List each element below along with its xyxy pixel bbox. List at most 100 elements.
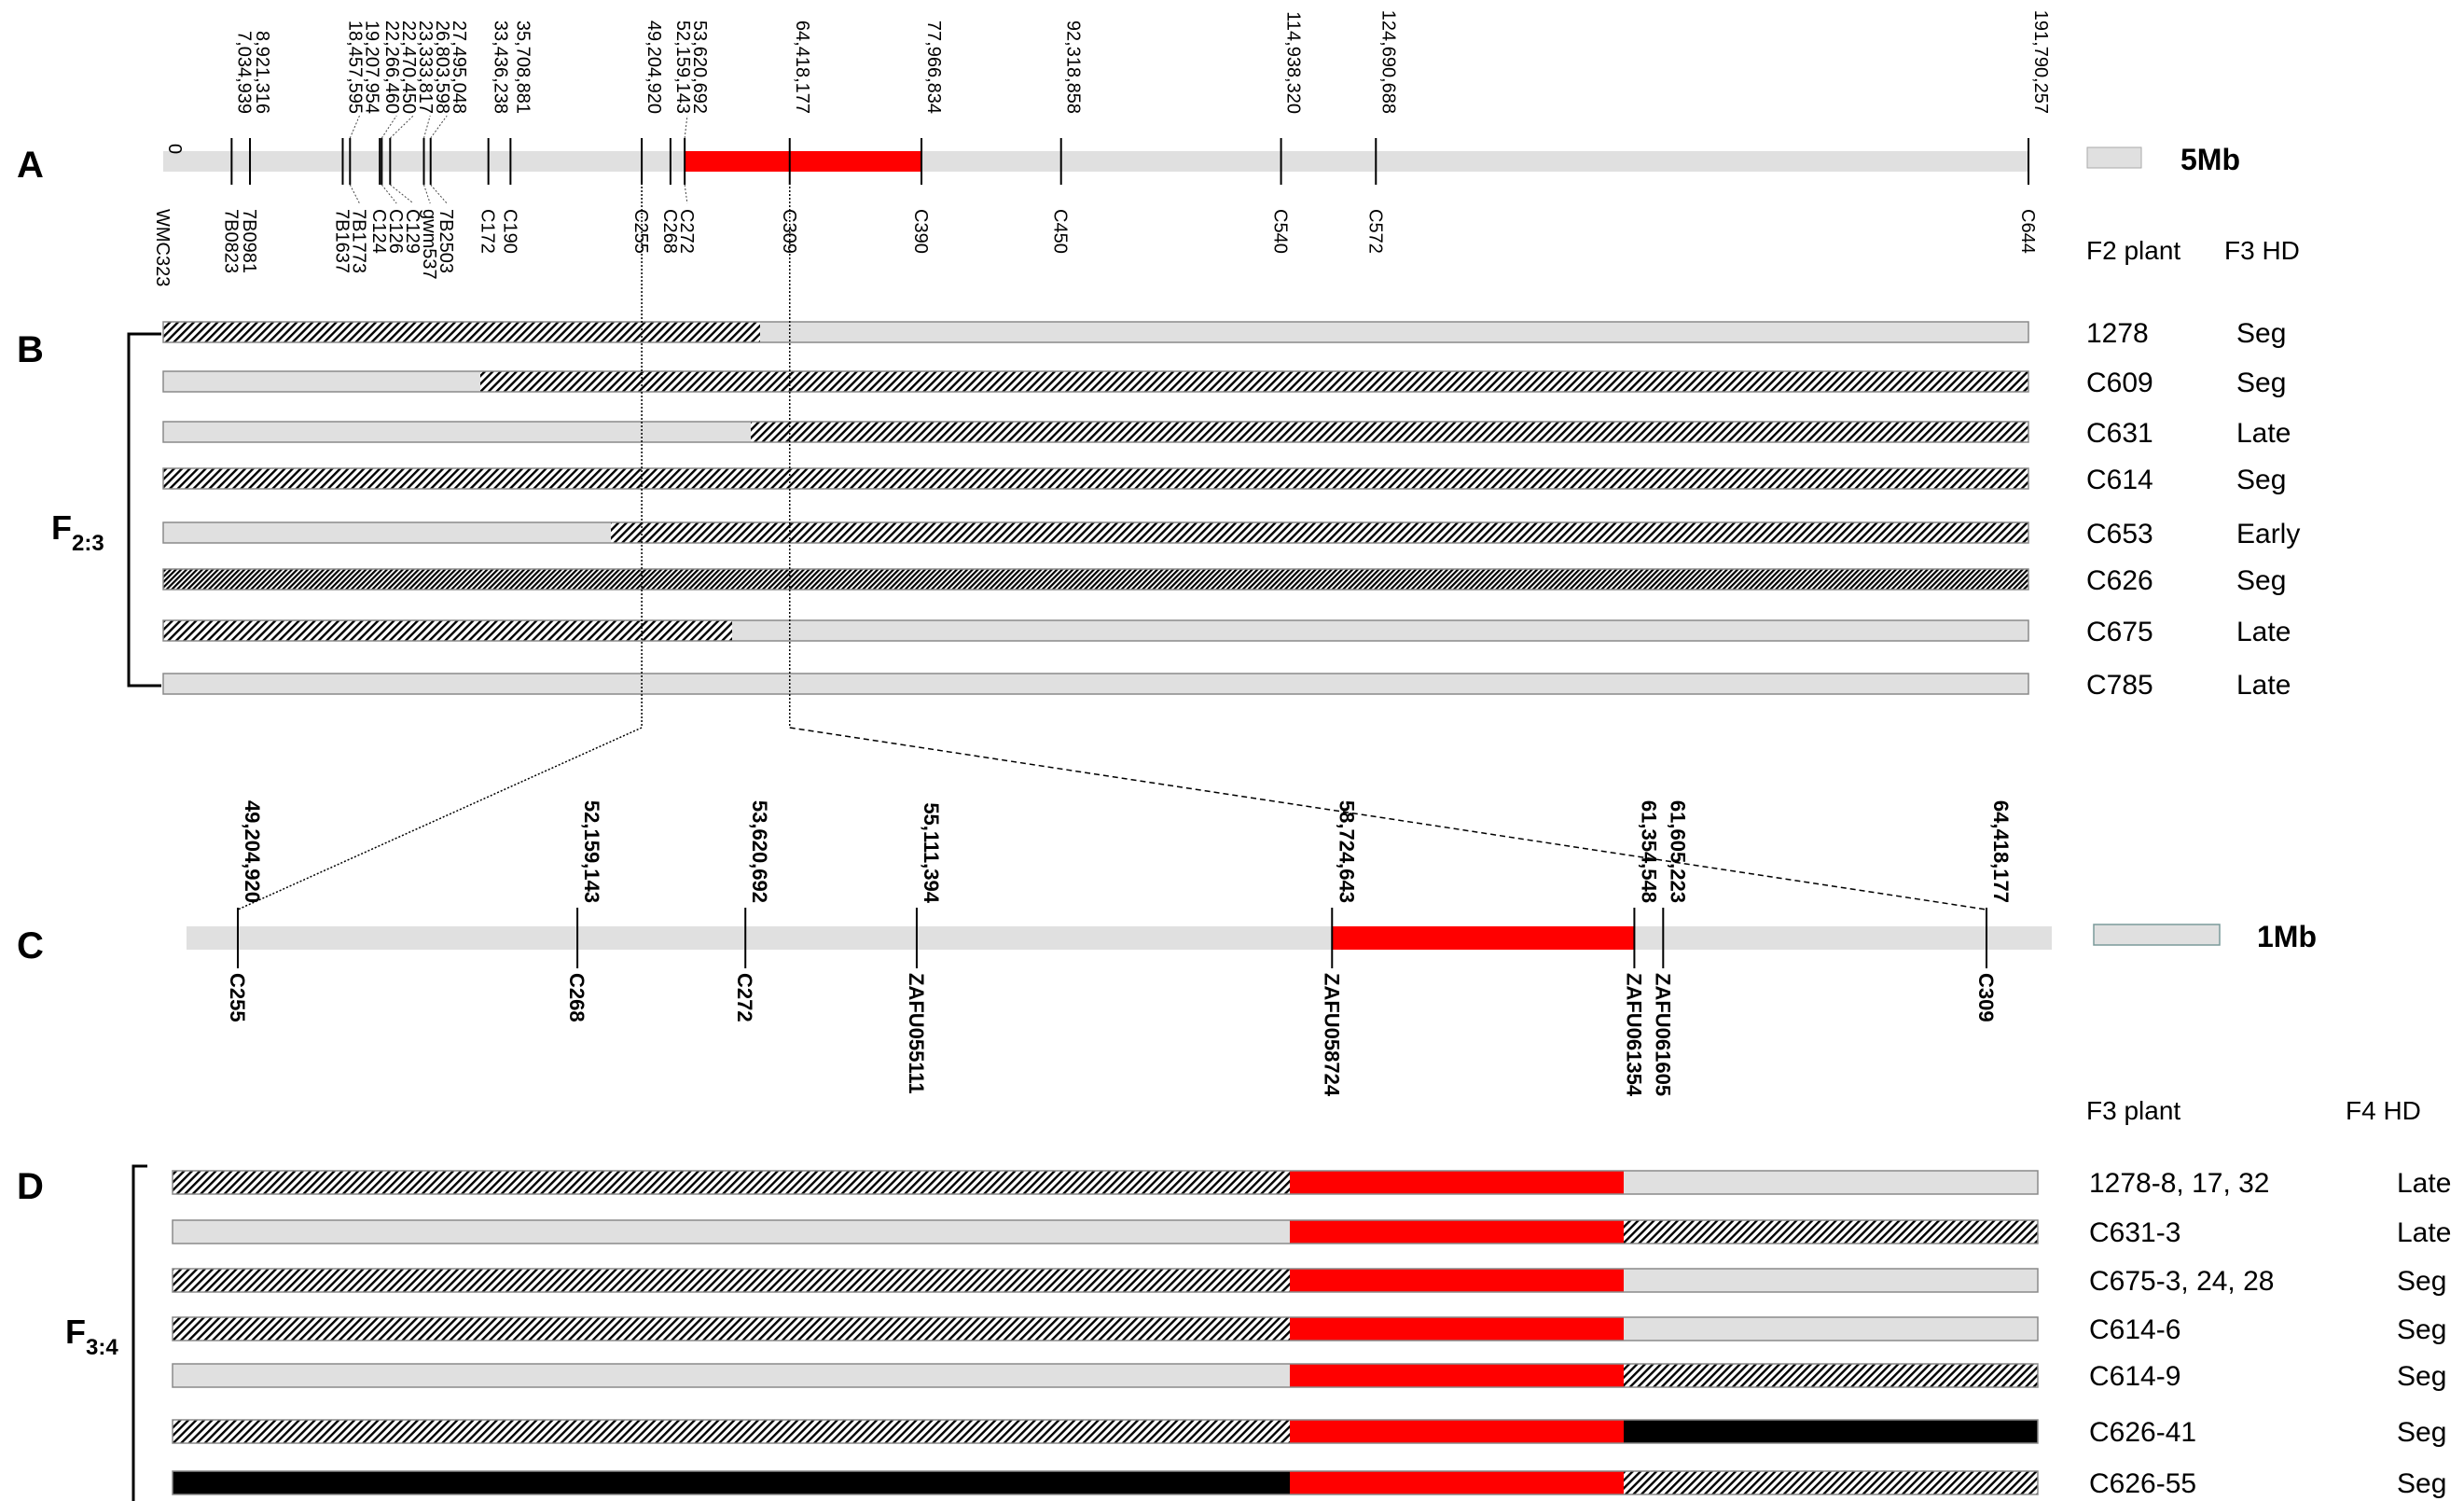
marker-label-a: 7B0981 [239,209,259,273]
genotype-segment [163,620,732,641]
genotype-segment [173,1420,1290,1443]
position-label-a: 124,690,688 [1377,10,1398,114]
position-label-a: 92,318,858 [1063,21,1084,114]
generation-f34-main: F [65,1313,86,1351]
position-label-a: 77,966,834 [923,21,944,114]
genotype-segment [1624,1171,2038,1194]
position-label-a: 27,495,048 [449,21,469,114]
marker-label-a: C390 [910,209,931,254]
marker-label-c: ZAFU061605 [1651,973,1674,1096]
position-label-a: 0 [164,144,185,154]
generation-f23-main: F [51,508,72,547]
genotype-segment [1624,1220,2038,1244]
genotype-segment [1290,1420,1624,1443]
candidate-region-c [1332,926,1635,950]
generation-f34-sub: 3:4 [86,1335,118,1360]
f3-plant-id: C626-41 [2089,1417,2196,1448]
genotype-bar-outline [172,1470,2039,1495]
genotype-segment [173,1471,1290,1494]
header-f3-plant: F3 plant [2086,1096,2180,1125]
scale-label-5mb: 5Mb [2180,143,2240,176]
genotype-bar-outline [162,568,2029,591]
panel-label-d: D [17,1166,44,1207]
genotype-bar-outline [172,1170,2039,1195]
f3-plant-id: C614-9 [2089,1361,2180,1392]
header-f4-hd: F4 HD [2346,1096,2421,1125]
marker-label-c: C309 [1974,973,1998,1022]
genotype-segment [1624,1364,2038,1387]
f2-plant-id: 1278 [2086,318,2149,349]
position-label-c: 52,159,143 [580,800,603,903]
label-leader-a [381,115,397,139]
genotype-bar-outline [162,421,2029,443]
genotype-segment [173,1364,1290,1387]
position-label-a: 7,034,939 [233,31,254,114]
f4-heading-date: Seg [2397,1417,2446,1448]
f4-heading-date: Seg [2397,1266,2446,1297]
genotype-segment [163,522,611,543]
generation-label-f23: F2:3 [51,508,104,556]
label-leader-a [381,184,397,204]
position-label-a: 18,457,595 [344,21,365,114]
position-label-c: 53,620,692 [748,800,771,903]
chromosome-bar-c [187,926,2052,950]
marker-label-c: ZAFU061354 [1622,973,1645,1097]
f2-plant-id: C614 [2086,465,2153,495]
genotype-bar-outline [162,321,2029,343]
panel-label-b: B [17,329,44,370]
f3-heading-date: Seg [2236,368,2286,398]
position-label-a: 22,266,460 [381,21,402,114]
zoom-line-right [789,727,1987,910]
f4-heading-date: Late [2397,1168,2451,1199]
genotype-segment [163,422,751,442]
genotype-segment [1624,1269,2038,1292]
label-leader-a [423,115,431,139]
position-label-a: 52,159,143 [672,21,693,114]
f3-heading-date: Late [2236,617,2291,647]
genotype-bar-outline [172,1316,2039,1341]
genotype-segment [1290,1471,1624,1494]
genotype-bar-outline [172,1268,2039,1293]
marker-label-a: C644 [2017,209,2038,254]
label-leader-a [684,115,688,139]
f2-plant-id: C653 [2086,519,2153,549]
marker-label-a: C272 [676,209,697,254]
marker-label-c: ZAFU058724 [1320,973,1343,1097]
genotype-segment [732,620,2028,641]
genotype-segment [1290,1220,1624,1244]
candidate-region-a [685,151,922,172]
f3-genotype-rows: 1278-8, 17, 32 Late C631-3 Late C675-3, 24, … [172,1168,2451,1499]
f3-heading-date: Late [2236,418,2291,449]
position-label-a: 114,938,320 [1283,11,1304,114]
position-label-a: 22,470,450 [398,21,419,114]
f3-plant-id: C614-6 [2089,1314,2180,1345]
genotype-segment [760,322,2028,342]
marker-label-a: C540 [1270,209,1291,254]
genotype-bar-outline [172,1219,2039,1244]
marker-label-c: C268 [565,973,588,1022]
f3-heading-date: Seg [2236,465,2286,495]
panel-label-c: C [17,925,44,966]
position-label-a: 53,620,692 [689,21,710,114]
f4-heading-date: Seg [2397,1468,2446,1499]
marker-label-a: C129 [402,209,422,254]
genotype-bar-outline [162,467,2029,490]
genotype-segment [1290,1171,1624,1194]
panel-label-a: A [17,145,44,186]
label-leader-a [430,184,448,204]
f4-heading-date: Seg [2397,1361,2446,1392]
position-label-a: 19,207,954 [361,21,381,114]
f2-plant-id: C631 [2086,418,2153,449]
genotype-bar-outline [172,1419,2039,1444]
label-leader-a [423,184,431,204]
zoom-connectors [237,187,1987,910]
genotype-segment [173,1171,1290,1194]
marker-label-a: WMC323 [152,209,173,286]
genotype-bar-outline [162,619,2029,642]
genotype-segment [163,569,2028,590]
position-label-c: 64,418,177 [1989,800,2013,903]
genotype-segment [480,371,2028,392]
marker-label-a: C172 [478,209,498,254]
f2-plant-id: C626 [2086,565,2153,596]
